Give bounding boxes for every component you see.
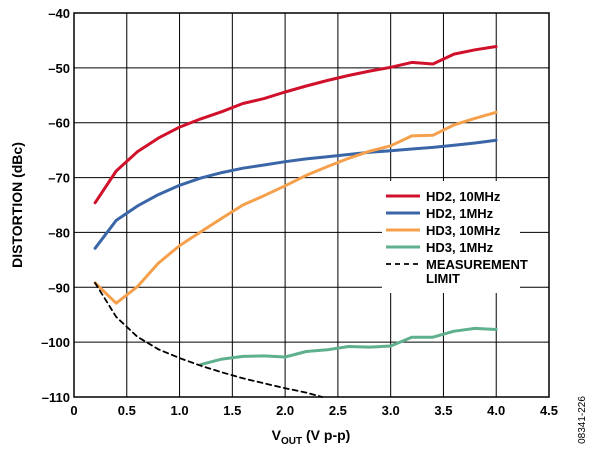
y-tick-label: –80 bbox=[48, 225, 70, 240]
x-tick-label: 1.5 bbox=[223, 403, 241, 418]
y-tick-label: –90 bbox=[48, 280, 70, 295]
legend-label-4: HD3, 1MHz bbox=[426, 240, 494, 255]
x-axis-title-subscript: OUT bbox=[281, 436, 302, 447]
legend: HD2, 10MHz HD2, 1MHz HD3, 10MHz HD3, 1MHz ME… bbox=[382, 181, 528, 293]
x-axis-title: VOUT (V p-p) bbox=[272, 427, 351, 447]
y-tick-label: –70 bbox=[48, 171, 70, 186]
legend-label-5: MEASUREMENT bbox=[426, 257, 528, 272]
x-tick-label: 1.0 bbox=[171, 403, 189, 418]
plot-frame bbox=[73, 12, 550, 398]
y-tick-label: –60 bbox=[48, 116, 70, 131]
x-tick-label: 3.5 bbox=[434, 403, 452, 418]
series-line-5 bbox=[94, 282, 323, 398]
y-tick-labels: –40 –50 –60 –70 –80 –90 –100 –110 bbox=[41, 6, 70, 405]
series-line-3 bbox=[93, 110, 498, 305]
x-tick-label: 2.0 bbox=[276, 403, 294, 418]
x-tick-label: 0 bbox=[70, 403, 77, 418]
series-layer bbox=[93, 45, 498, 398]
x-tick-label: 3.0 bbox=[382, 403, 400, 418]
x-tick-label: 0.5 bbox=[118, 403, 136, 418]
y-tick-label: –100 bbox=[41, 335, 70, 350]
x-axis-title-main: V bbox=[272, 427, 282, 443]
legend-label-2: HD2, 1MHz bbox=[426, 206, 494, 221]
x-tick-label: 4.5 bbox=[540, 403, 558, 418]
x-tick-labels: 0 0.5 1.0 1.5 2.0 2.5 3.0 3.5 4.0 4.5 bbox=[70, 403, 558, 418]
x-tick-label: 2.5 bbox=[329, 403, 347, 418]
legend-label-5: LIMIT bbox=[426, 271, 460, 286]
y-tick-label: –110 bbox=[42, 390, 70, 405]
legend-background bbox=[382, 181, 520, 293]
x-axis-title-rest: (V p-p) bbox=[302, 427, 350, 443]
y-tick-label: –50 bbox=[48, 61, 70, 76]
grid bbox=[74, 13, 549, 397]
y-tick-label: –40 bbox=[48, 6, 70, 21]
y-axis-title: DISTORTION (dBc) bbox=[9, 142, 25, 268]
series-line-1 bbox=[93, 45, 498, 205]
series-line-4 bbox=[199, 326, 498, 367]
legend-label-1: HD2, 10MHz bbox=[426, 189, 501, 204]
x-tick-label: 4.0 bbox=[487, 403, 505, 418]
figure-id: 08341-226 bbox=[577, 396, 588, 444]
legend-label-3: HD3, 10MHz bbox=[426, 223, 501, 238]
series-line-2 bbox=[93, 138, 498, 250]
